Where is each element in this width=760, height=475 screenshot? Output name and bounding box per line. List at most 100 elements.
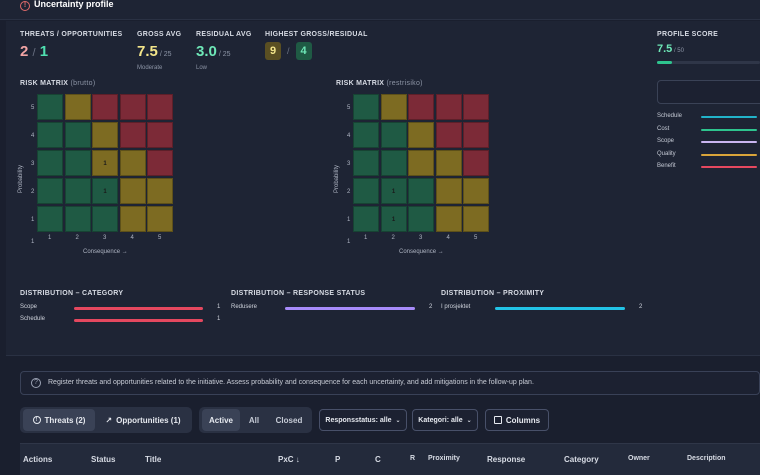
closed-filter[interactable]: Closed — [275, 415, 303, 425]
matrix-cell[interactable] — [37, 178, 63, 204]
matrix-cell[interactable]: 1 — [380, 178, 407, 204]
matrix-cell[interactable] — [380, 150, 407, 176]
dist-value: 1 — [217, 304, 221, 310]
score-legend-line — [701, 153, 757, 156]
residual-avg-label: RESIDUAL AVG — [196, 31, 252, 38]
matrix-cell[interactable] — [463, 122, 489, 148]
opportunities-tab[interactable]: ↗ Opportunities (1) — [98, 409, 188, 431]
matrix-y-tick: 1 — [31, 217, 35, 223]
matrix-x-tick: 5 — [474, 235, 478, 241]
th-pxc[interactable]: PxC ↓ — [278, 455, 300, 464]
active-filter[interactable]: Active — [202, 409, 240, 431]
dist-bar — [495, 307, 625, 310]
matrix-cell[interactable] — [64, 94, 91, 120]
th-owner[interactable]: Owner — [628, 455, 650, 462]
matrix-cell[interactable] — [119, 122, 146, 148]
columns-button-label: Columns — [505, 415, 541, 425]
matrix-cell[interactable] — [353, 150, 379, 176]
info-icon: ? — [31, 378, 41, 388]
profile-radar-box — [657, 80, 760, 104]
matrix-cell[interactable]: 1 — [92, 178, 118, 204]
matrix-cell[interactable] — [408, 178, 434, 204]
matrix-cell[interactable] — [408, 94, 434, 120]
score-legend-label: Benefit — [657, 163, 676, 169]
matrix-cell[interactable] — [64, 178, 91, 204]
matrix-cell[interactable] — [119, 94, 146, 120]
threats-tab[interactable]: ! Threats (2) — [23, 409, 95, 431]
matrix-cell[interactable] — [380, 94, 407, 120]
response-status-select[interactable]: Responsstatus: alle ⌄ — [319, 409, 407, 431]
th-title[interactable]: Title — [145, 455, 162, 464]
matrix-origin-tick: 1 — [31, 239, 35, 245]
dist-label: Scope — [20, 304, 38, 310]
matrix-cell[interactable] — [119, 206, 146, 232]
th-description[interactable]: Description — [687, 455, 726, 462]
matrix-cell[interactable] — [147, 94, 173, 120]
matrix-cell[interactable] — [147, 150, 173, 176]
matrix-cell[interactable] — [353, 94, 379, 120]
matrix-cell[interactable] — [64, 150, 91, 176]
matrix-cell[interactable] — [435, 122, 462, 148]
matrix-cell[interactable] — [37, 150, 63, 176]
matrix-x-tick: 2 — [391, 235, 395, 241]
matrix-cell[interactable] — [408, 150, 434, 176]
matrix-brutto-subtitle: (brutto) — [70, 80, 96, 87]
matrix-cell[interactable] — [463, 94, 489, 120]
matrix-cell[interactable] — [463, 150, 489, 176]
matrix-cell[interactable] — [92, 122, 118, 148]
matrix-y-label: Probability — [18, 164, 25, 194]
matrix-y-tick: 4 — [31, 133, 35, 139]
matrix-cell[interactable] — [435, 178, 462, 204]
matrix-cell[interactable] — [64, 206, 91, 232]
matrix-cell[interactable] — [353, 122, 379, 148]
matrix-cell[interactable] — [92, 206, 118, 232]
matrix-cell[interactable]: 1 — [380, 206, 407, 232]
matrix-cell[interactable] — [353, 178, 379, 204]
matrix-brutto-title-text: RISK MATRIX — [20, 80, 69, 87]
profile-score-fill — [657, 61, 672, 64]
matrix-cell[interactable] — [408, 206, 434, 232]
matrix-cell[interactable] — [37, 122, 63, 148]
th-actions[interactable]: Actions — [23, 455, 53, 464]
th-response[interactable]: Response — [487, 455, 526, 464]
th-p[interactable]: P — [335, 455, 341, 464]
category-select[interactable]: Kategori: alle ⌄ — [412, 409, 478, 431]
matrix-cell[interactable] — [37, 94, 63, 120]
matrix-y-tick: 3 — [347, 161, 351, 167]
th-category[interactable]: Category — [564, 455, 599, 464]
residual-avg-max: / 25 — [218, 51, 231, 58]
matrix-cell[interactable] — [463, 206, 489, 232]
matrix-cell[interactable] — [119, 178, 146, 204]
th-c[interactable]: C — [375, 455, 381, 464]
columns-icon — [493, 416, 502, 424]
matrix-cell[interactable]: 1 — [92, 150, 118, 176]
th-proximity[interactable]: Proximity — [428, 455, 460, 462]
matrix-rest-title: RISK MATRIX (restrisiko) — [336, 80, 423, 87]
all-filter[interactable]: All — [248, 415, 260, 425]
matrix-y-label: Probability — [334, 164, 341, 194]
matrix-cell[interactable] — [353, 206, 379, 232]
matrix-cell[interactable] — [147, 122, 173, 148]
th-r[interactable]: R — [410, 455, 416, 462]
gross-avg-value: 7.5 / 25 — [137, 43, 172, 60]
matrix-cell[interactable] — [147, 178, 173, 204]
matrix-cell[interactable] — [119, 150, 146, 176]
matrix-cell[interactable] — [435, 206, 462, 232]
matrix-cell[interactable] — [435, 94, 462, 120]
columns-button[interactable]: Columns — [485, 409, 549, 431]
score-legend-label: Quality — [657, 150, 676, 157]
matrix-cell[interactable] — [92, 94, 118, 120]
dist-value: 2 — [429, 304, 433, 310]
matrix-cell[interactable] — [463, 178, 489, 204]
highest-gross-badge: 9 — [265, 42, 281, 60]
th-status[interactable]: Status — [91, 455, 116, 464]
matrix-cell[interactable] — [37, 206, 63, 232]
matrix-cell[interactable] — [64, 122, 91, 148]
matrix-x-tick: 2 — [75, 235, 79, 241]
matrix-cell[interactable] — [380, 122, 407, 148]
matrix-x-tick: 3 — [103, 235, 107, 241]
matrix-cell[interactable] — [147, 206, 173, 232]
dist-label: Redusere — [231, 304, 258, 310]
matrix-cell[interactable] — [408, 122, 434, 148]
matrix-cell[interactable] — [435, 150, 462, 176]
